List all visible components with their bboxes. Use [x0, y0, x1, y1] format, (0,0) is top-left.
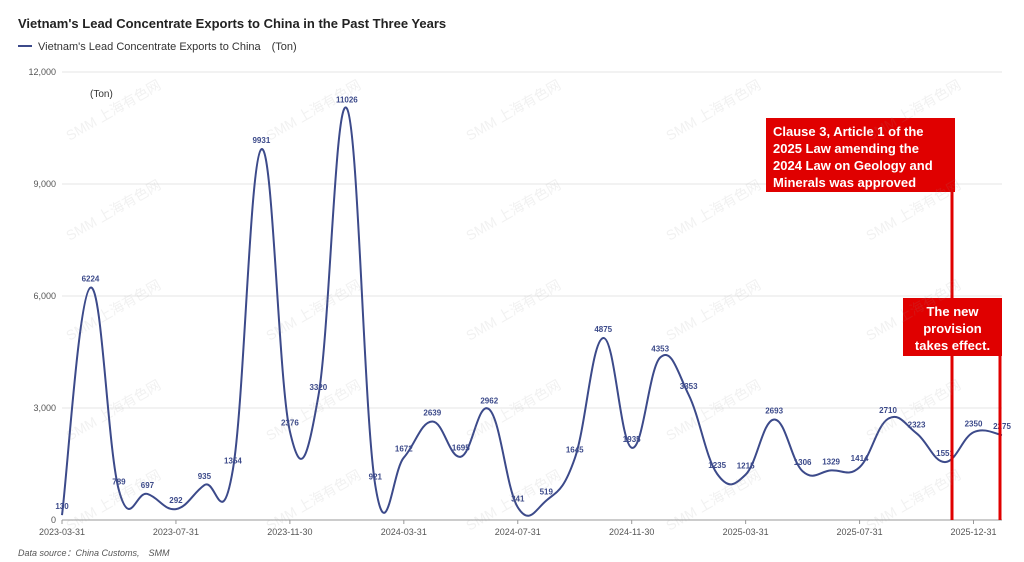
x-tick-label: 2025-12-31: [950, 527, 996, 537]
y-tick-label: 3,000: [33, 403, 56, 413]
series-line: [61, 106, 1003, 517]
data-label: 2323: [908, 420, 926, 429]
data-label: 1414: [851, 454, 869, 463]
x-tick-label: 2024-07-31: [495, 527, 541, 537]
data-label: 1235: [708, 461, 726, 470]
data-label: 1329: [822, 457, 840, 466]
data-label: 1935: [623, 435, 641, 444]
data-label: 1645: [566, 446, 584, 455]
data-label: 2376: [281, 418, 299, 427]
data-label: 1695: [452, 444, 470, 453]
x-tick-label: 2023-11-30: [267, 527, 312, 537]
legend-swatch: [18, 45, 32, 47]
data-label: 935: [198, 472, 212, 481]
data-label: 2350: [965, 419, 983, 428]
data-label: 2693: [765, 406, 783, 415]
data-source: Data source：China Customs, SMM: [18, 548, 170, 558]
data-label: 11026: [336, 95, 358, 104]
x-tick-label: 2024-11-30: [609, 527, 654, 537]
data-label: 1354: [224, 456, 242, 465]
data-label: 789: [112, 478, 126, 487]
data-label: 1551: [936, 449, 954, 458]
legend-label: Vietnam's Lead Concentrate Exports to Ch…: [38, 41, 297, 53]
annotation-provision-effective: The new provision takes effect.: [903, 298, 1002, 356]
data-label: 697: [141, 481, 155, 490]
data-label: 6224: [82, 275, 100, 284]
data-label: 1215: [737, 462, 755, 471]
data-label: 3320: [309, 383, 327, 392]
data-label: 519: [540, 488, 554, 497]
data-label: 292: [169, 496, 183, 505]
y-tick-label: 0: [51, 515, 56, 525]
data-label: 2962: [480, 396, 498, 405]
data-label: 341: [511, 494, 525, 503]
data-label: 4875: [594, 325, 612, 334]
chart-title: Vietnam's Lead Concentrate Exports to Ch…: [18, 16, 447, 31]
x-tick-label: 2023-07-31: [153, 527, 199, 537]
y-tick-label: 9,000: [33, 179, 56, 189]
data-label: 2275: [993, 422, 1011, 431]
x-tick-label: 2025-07-31: [837, 527, 883, 537]
x-tick-label: 2024-03-31: [381, 527, 427, 537]
y-tick-label: 6,000: [33, 291, 56, 301]
x-tick-label: 2025-03-31: [723, 527, 769, 537]
data-label: 9931: [252, 136, 270, 145]
data-label: 3353: [680, 382, 698, 391]
data-label: 2639: [423, 408, 441, 417]
data-label: 2710: [879, 406, 897, 415]
data-label: 4353: [651, 344, 669, 353]
y-tick-label: 12,000: [28, 67, 56, 77]
x-tick-label: 2023-03-31: [39, 527, 85, 537]
data-label: 130: [55, 502, 69, 511]
data-label: 921: [369, 473, 383, 482]
data-label: 1306: [794, 458, 812, 467]
annotation-law-approved: Clause 3, Article 1 of the 2025 Law amen…: [766, 118, 955, 192]
y-unit-label: (Ton): [90, 89, 113, 100]
data-label: 1672: [395, 445, 413, 454]
legend[interactable]: Vietnam's Lead Concentrate Exports to Ch…: [18, 38, 297, 54]
